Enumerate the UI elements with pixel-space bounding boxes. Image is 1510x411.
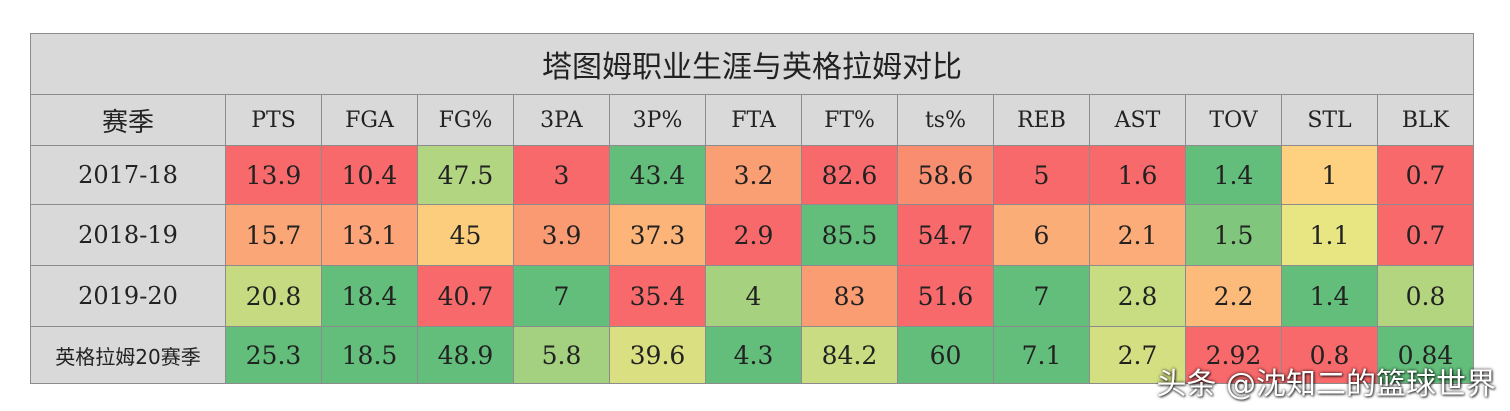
row-label: 2017-18 <box>30 145 226 205</box>
column-header: PTS <box>225 94 322 146</box>
data-cell: 3.2 <box>705 145 802 205</box>
data-cell: 84.2 <box>801 326 898 384</box>
column-header: FGA <box>321 94 418 146</box>
row-label: 2018-19 <box>30 204 226 266</box>
data-cell: 10.4 <box>321 145 418 205</box>
data-cell: 82.6 <box>801 145 898 205</box>
data-cell: 15.7 <box>225 204 322 266</box>
data-cell: 2.8 <box>1089 265 1186 327</box>
data-cell: 0.84 <box>1377 326 1474 384</box>
data-cell: 18.4 <box>321 265 418 327</box>
data-cell: 2.92 <box>1185 326 1282 384</box>
data-cell: 1.1 <box>1281 204 1378 266</box>
data-cell: 0.7 <box>1377 204 1474 266</box>
data-cell: 40.7 <box>417 265 514 327</box>
column-header: REB <box>993 94 1090 146</box>
data-cell: 1.5 <box>1185 204 1282 266</box>
data-cell: 7 <box>993 265 1090 327</box>
data-cell: 37.3 <box>609 204 706 266</box>
header-row: 赛季 PTS FGA FG% 3PA 3P% FTA FT% ts% REB AST TOV STL BL… <box>30 94 1474 146</box>
data-cell: 7 <box>513 265 610 327</box>
data-cell: 2.1 <box>1089 204 1186 266</box>
data-cell: 4.3 <box>705 326 802 384</box>
data-cell: 5.8 <box>513 326 610 384</box>
data-cell: 13.1 <box>321 204 418 266</box>
data-cell: 54.7 <box>897 204 994 266</box>
data-cell: 51.6 <box>897 265 994 327</box>
data-cell: 1 <box>1281 145 1378 205</box>
column-header: BLK <box>1377 94 1474 146</box>
table-row: 英格拉姆20赛季 25.3 18.5 48.9 5.8 39.6 4.3 84.2 60 7.1 2… <box>30 326 1474 384</box>
data-cell: 25.3 <box>225 326 322 384</box>
table-row: 2019-20 20.8 18.4 40.7 7 35.4 4 83 51.6 7 2.8 2.2 1.… <box>30 265 1474 327</box>
data-cell: 1.6 <box>1089 145 1186 205</box>
data-cell: 6 <box>993 204 1090 266</box>
table-row: 2018-19 15.7 13.1 45 3.9 37.3 2.9 85.5 54.7 6 2.1 1… <box>30 204 1474 266</box>
stats-table: 塔图姆职业生涯与英格拉姆对比 赛季 PTS FGA FG% 3PA 3P% FTA FT% ts… <box>30 33 1474 384</box>
column-header: FTA <box>705 94 802 146</box>
column-header: TOV <box>1185 94 1282 146</box>
column-header: AST <box>1089 94 1186 146</box>
table-title: 塔图姆职业生涯与英格拉姆对比 <box>30 33 1474 95</box>
data-cell: 0.8 <box>1281 326 1378 384</box>
data-cell: 0.7 <box>1377 145 1474 205</box>
data-cell: 85.5 <box>801 204 898 266</box>
data-cell: 13.9 <box>225 145 322 205</box>
column-header: FG% <box>417 94 514 146</box>
data-cell: 2.2 <box>1185 265 1282 327</box>
data-cell: 0.8 <box>1377 265 1474 327</box>
data-cell: 1.4 <box>1281 265 1378 327</box>
data-cell: 43.4 <box>609 145 706 205</box>
table-row: 2017-18 13.9 10.4 47.5 3 43.4 3.2 82.6 58.6 5 1.6 1… <box>30 145 1474 205</box>
data-cell: 48.9 <box>417 326 514 384</box>
data-cell: 1.4 <box>1185 145 1282 205</box>
watermark: 头条 @沈知二的篮球世界 <box>1156 367 1496 402</box>
data-cell: 20.8 <box>225 265 322 327</box>
column-header: STL <box>1281 94 1378 146</box>
data-cell: 60 <box>897 326 994 384</box>
data-cell: 2.9 <box>705 204 802 266</box>
column-header: 赛季 <box>30 94 226 146</box>
column-header: 3PA <box>513 94 610 146</box>
data-cell: 5 <box>993 145 1090 205</box>
data-cell: 3 <box>513 145 610 205</box>
data-cell: 2.7 <box>1089 326 1186 384</box>
column-header: ts% <box>897 94 994 146</box>
data-cell: 47.5 <box>417 145 514 205</box>
column-header: FT% <box>801 94 898 146</box>
data-cell: 35.4 <box>609 265 706 327</box>
row-label: 英格拉姆20赛季 <box>30 326 226 384</box>
data-cell: 4 <box>705 265 802 327</box>
data-cell: 18.5 <box>321 326 418 384</box>
data-cell: 83 <box>801 265 898 327</box>
data-cell: 39.6 <box>609 326 706 384</box>
data-cell: 3.9 <box>513 204 610 266</box>
data-cell: 45 <box>417 204 514 266</box>
column-header: 3P% <box>609 94 706 146</box>
data-cell: 7.1 <box>993 326 1090 384</box>
data-cell: 58.6 <box>897 145 994 205</box>
row-label: 2019-20 <box>30 265 226 327</box>
